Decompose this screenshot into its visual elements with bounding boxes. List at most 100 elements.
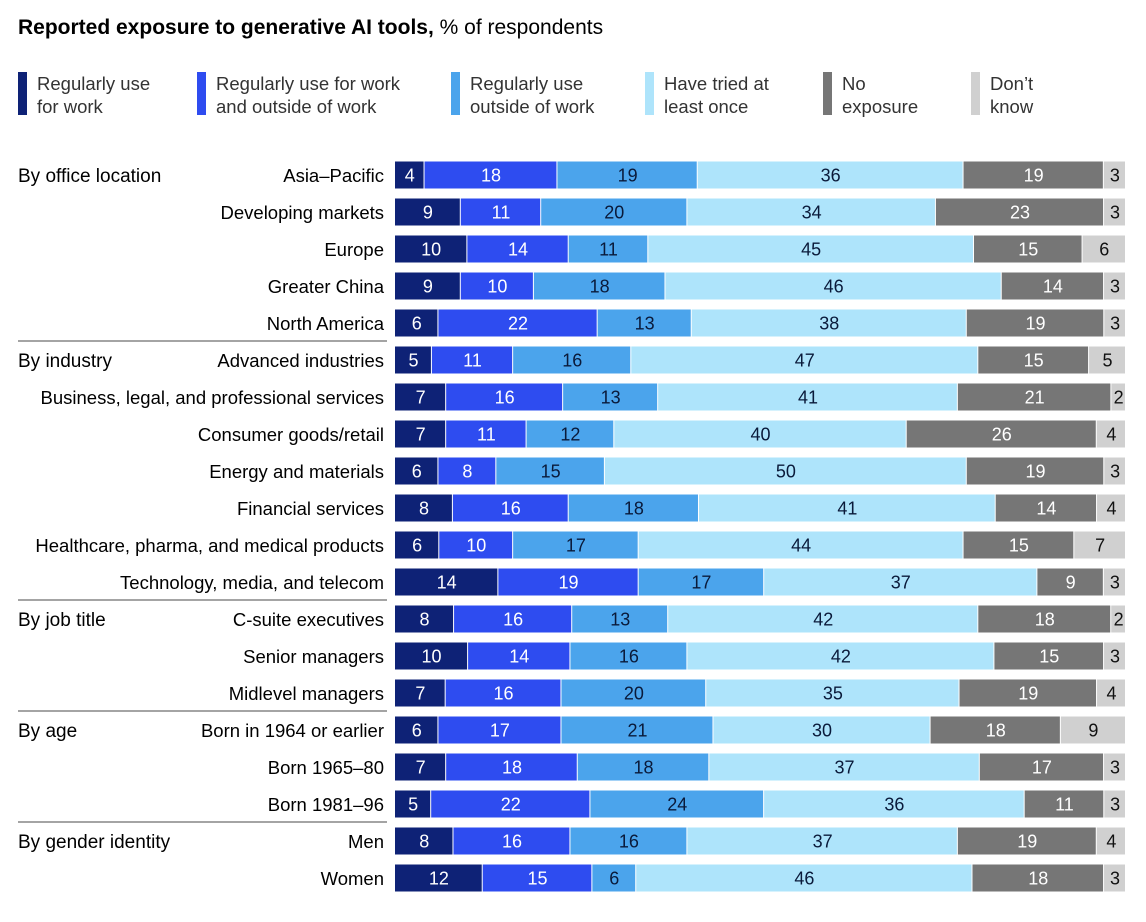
row-label: Women bbox=[321, 868, 384, 889]
bar-segment bbox=[966, 457, 1104, 485]
bar-segment bbox=[395, 346, 431, 374]
data-label: 4 bbox=[1106, 425, 1116, 445]
bar-segment bbox=[687, 827, 957, 855]
legend-swatch bbox=[823, 72, 832, 115]
bar-segment bbox=[439, 531, 513, 559]
row-label: Healthcare, pharma, and medical products bbox=[35, 535, 384, 556]
data-label: 10 bbox=[487, 277, 507, 297]
row-label: Energy and materials bbox=[209, 461, 384, 482]
group-label: By office location bbox=[18, 166, 161, 187]
data-label: 3 bbox=[1110, 758, 1120, 778]
bar-segment bbox=[395, 272, 460, 300]
data-label: 10 bbox=[421, 240, 441, 260]
legend-label: Regularly use for work and outside of wo… bbox=[216, 73, 401, 117]
bar-segment bbox=[438, 716, 561, 744]
row-label: Europe bbox=[324, 239, 384, 260]
data-label: 13 bbox=[610, 610, 630, 630]
row-label: Born in 1964 or earlier bbox=[201, 720, 384, 741]
data-label: 19 bbox=[559, 573, 579, 593]
legend-swatch bbox=[451, 72, 460, 115]
data-label: 16 bbox=[502, 832, 522, 852]
bar-segment bbox=[1103, 161, 1125, 189]
legend-label: No exposure bbox=[842, 73, 919, 117]
data-label: 3 bbox=[1110, 462, 1120, 482]
bar-segment bbox=[533, 272, 665, 300]
bar-segment bbox=[665, 272, 1001, 300]
data-label: 3 bbox=[1110, 795, 1120, 815]
bar-segment bbox=[978, 346, 1089, 374]
data-label: 3 bbox=[1110, 869, 1120, 889]
legend: Regularly use for work Regularly use for … bbox=[0, 72, 1146, 122]
bar-segment bbox=[513, 346, 631, 374]
bar-segment bbox=[498, 568, 638, 596]
data-label: 16 bbox=[501, 499, 521, 519]
row-label: Consumer goods/retail bbox=[198, 424, 384, 445]
bar-segment bbox=[1104, 642, 1125, 670]
row-label: Advanced industries bbox=[217, 350, 384, 371]
bar-segment bbox=[1104, 272, 1125, 300]
bar-segment bbox=[764, 790, 1024, 818]
group-label: By gender identity bbox=[18, 832, 171, 853]
bar-segment bbox=[691, 309, 966, 337]
data-label: 6 bbox=[412, 721, 422, 741]
data-label: 46 bbox=[794, 869, 814, 889]
data-label: 6 bbox=[412, 314, 422, 334]
bar-segment bbox=[966, 309, 1104, 337]
bar-segment bbox=[395, 309, 438, 337]
chart-title: Reported exposure to generative AI tools… bbox=[18, 16, 603, 40]
bar-segment bbox=[454, 605, 572, 633]
data-label: 3 bbox=[1110, 277, 1120, 297]
data-label: 16 bbox=[494, 684, 514, 704]
data-label: 37 bbox=[835, 758, 855, 778]
bar-segment bbox=[1097, 679, 1125, 707]
bar-segment bbox=[496, 457, 604, 485]
bar-segment bbox=[1104, 457, 1125, 485]
bar-segment bbox=[568, 235, 648, 263]
bar-segment bbox=[604, 457, 966, 485]
data-label: 4 bbox=[1106, 832, 1116, 852]
bar-segment bbox=[395, 864, 482, 892]
legend-label: Regularly use for work bbox=[37, 73, 151, 117]
bar-segment bbox=[453, 827, 570, 855]
data-label: 17 bbox=[1032, 758, 1052, 778]
data-label: 14 bbox=[437, 573, 457, 593]
bar-segment bbox=[395, 494, 452, 522]
bar-segment bbox=[431, 346, 513, 374]
row-label: Developing markets bbox=[221, 202, 385, 223]
data-label: 19 bbox=[1026, 314, 1046, 334]
legend-swatch bbox=[971, 72, 980, 115]
bar-segment bbox=[1104, 864, 1125, 892]
data-label: 16 bbox=[619, 832, 639, 852]
data-label: 3 bbox=[1110, 203, 1120, 223]
bar-segment bbox=[636, 864, 972, 892]
bar-segment bbox=[513, 531, 638, 559]
data-label: 19 bbox=[1026, 462, 1046, 482]
data-label: 11 bbox=[477, 425, 496, 445]
data-label: 35 bbox=[823, 684, 843, 704]
bar-segment bbox=[460, 198, 541, 226]
bar-segment bbox=[1111, 605, 1125, 633]
bar-segment bbox=[445, 679, 561, 707]
chart-title-unit: % of respondents bbox=[433, 16, 604, 39]
data-label: 15 bbox=[1039, 647, 1059, 667]
data-label: 3 bbox=[1110, 573, 1120, 593]
data-label: 18 bbox=[481, 166, 501, 186]
bar-segment bbox=[395, 198, 460, 226]
bar-segment bbox=[446, 420, 526, 448]
row-label: C-suite executives bbox=[233, 609, 384, 630]
data-label: 12 bbox=[560, 425, 580, 445]
data-label: 9 bbox=[423, 277, 433, 297]
data-label: 36 bbox=[884, 795, 904, 815]
bar-segment bbox=[541, 198, 687, 226]
bar-segment bbox=[930, 716, 1060, 744]
data-label: 8 bbox=[420, 610, 430, 630]
data-label: 19 bbox=[1024, 166, 1044, 186]
data-label: 12 bbox=[429, 869, 449, 889]
bar-segment bbox=[557, 161, 697, 189]
data-label: 5 bbox=[408, 795, 418, 815]
row-label: Men bbox=[348, 831, 384, 852]
bar-segment bbox=[698, 494, 995, 522]
legend-item: Don’t know bbox=[971, 72, 1033, 118]
bar-segment bbox=[994, 642, 1104, 670]
bar-segment bbox=[1103, 568, 1125, 596]
